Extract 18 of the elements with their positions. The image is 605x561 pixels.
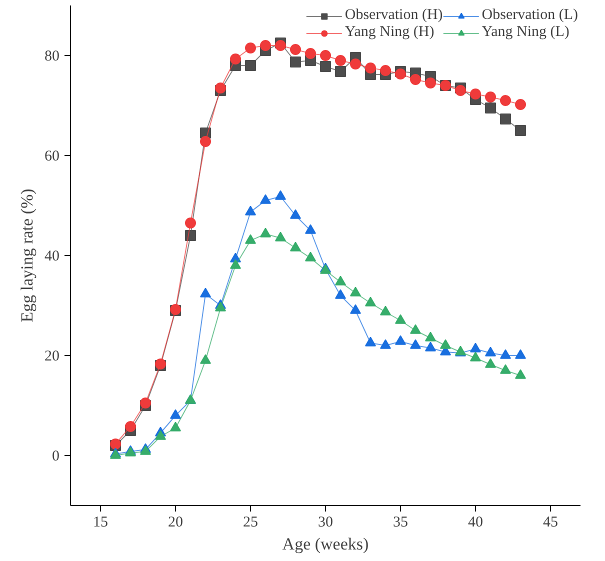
x-tick-label: 25: [243, 514, 258, 530]
y-tick-label: 60: [44, 148, 60, 164]
legend-label: Observation (H): [344, 7, 443, 24]
x-tick-label: 40: [468, 514, 483, 530]
x-tick-label: 20: [168, 514, 183, 530]
x-axis-title: Age (weeks): [282, 534, 369, 554]
x-tick-label: 35: [393, 514, 408, 530]
x-tick-label: 45: [543, 514, 558, 530]
legend-label: Yang Ning (L): [482, 24, 570, 41]
x-tick-label: 30: [318, 514, 333, 530]
y-tick-label: 40: [44, 248, 60, 264]
y-tick-label: 0: [52, 448, 60, 464]
y-tick-label: 20: [44, 348, 60, 364]
legend-label: Yang Ning (H): [344, 24, 434, 41]
y-axis-title: Egg laying rate (%): [18, 188, 36, 322]
legend-label: Observation (L): [482, 7, 578, 24]
y-tick-label: 80: [44, 48, 60, 64]
x-tick-label: 15: [93, 514, 108, 530]
